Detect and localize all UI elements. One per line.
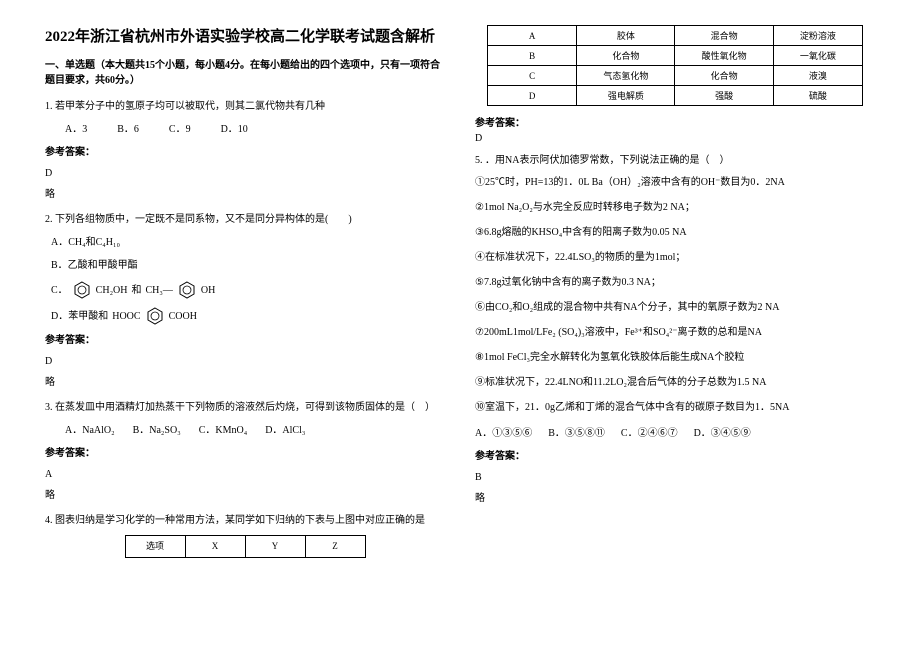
q5-options: A．①③⑤⑥ B．③⑤⑧⑪ C．②④⑥⑦ D．③④⑤⑨ [475, 425, 875, 442]
q2-answer: D [45, 353, 445, 370]
cell: 胶体 [577, 26, 675, 46]
question-3: 3. 在蒸发皿中用酒精灯加热蒸干下列物质的溶液然后灼烧，可得到该物质固体的是（ … [45, 399, 445, 504]
q4-h3: Y [245, 536, 305, 558]
table-row: B 化合物 酸性氧化物 一氧化碳 [488, 46, 863, 66]
q5-s7: ⑦200mL1mol/LFe₂ (SO₄)₃溶液中，Fe³⁺和SO₄²⁻离子数的… [475, 325, 875, 340]
cell: 化合物 [675, 66, 773, 86]
q3-opt-b: B．Na₂SO₃ [133, 422, 181, 439]
q1-note: 略 [45, 186, 445, 203]
right-column: A 胶体 混合物 淀粉溶液 B 化合物 酸性氧化物 一氧化碳 C 气态氢化物 化… [460, 25, 890, 626]
question-4: 4. 图表归纳是学习化学的一种常用方法，某同学如下归纳的下表与上图中对应正确的是… [45, 512, 445, 558]
q5-s3: ③6.8g熔融的KHSO₄中含有的阳离子数为0.05 NA [475, 225, 875, 240]
question-2: 2. 下列各组物质中，一定既不是同系物，又不是同分异构体的是( ) A．CH₄和… [45, 211, 445, 391]
q3-options: A．NaAlO₂ B．Na₂SO₃ C．KMnO₄ D．AlCl₃ [45, 422, 445, 439]
q4-h2: X [185, 536, 245, 558]
q1-opt-a: A．3 [65, 121, 87, 138]
cell: C [488, 66, 577, 86]
q2-c-prefix: C． [51, 282, 68, 299]
q3-answer-label: 参考答案： [45, 445, 445, 462]
cell: 一氧化碳 [773, 46, 862, 66]
q2-d-right: COOH [169, 308, 197, 325]
q1-text: 1. 若甲苯分子中的氢原子均可以被取代，则其二氯代物共有几种 [45, 98, 445, 115]
table-row: 选项 X Y Z [125, 536, 365, 558]
q5-note: 略 [475, 490, 875, 507]
cell: D [488, 86, 577, 106]
q5-opt-a: A．①③⑤⑥ [475, 425, 532, 442]
q2-note: 略 [45, 374, 445, 391]
q3-opt-d: D．AlCl₃ [265, 422, 305, 439]
benzene-icon [145, 306, 165, 326]
q4-answer-label: 参考答案： [475, 114, 875, 129]
benzene-icon [177, 280, 197, 300]
q1-answer: D [45, 165, 445, 182]
q1-options: A．3 B．6 C．9 D．10 [45, 121, 445, 138]
q1-opt-b: B．6 [117, 121, 139, 138]
q2-opt-d: D．苯甲酸和 HOOC COOH [45, 306, 445, 326]
q5-s10: ⑩室温下，21．0g乙烯和丁烯的混合气体中含有的碳原子数目为1．5NA [475, 400, 875, 415]
q1-answer-label: 参考答案： [45, 144, 445, 161]
q4-text: 4. 图表归纳是学习化学的一种常用方法，某同学如下归纳的下表与上图中对应正确的是 [45, 512, 445, 529]
q2-answer-label: 参考答案： [45, 332, 445, 349]
q2-d-left: HOOC [112, 308, 140, 325]
cell: 液溴 [773, 66, 862, 86]
cell: 化合物 [577, 46, 675, 66]
cell: 强酸 [675, 86, 773, 106]
table-row: D 强电解质 强酸 硫酸 [488, 86, 863, 106]
q1-opt-c: C．9 [169, 121, 191, 138]
q2-c-sub-right: OH [201, 282, 215, 299]
doc-title: 2022年浙江省杭州市外语实验学校高二化学联考试题含解析 [45, 25, 445, 46]
q5-s1: ①25℃时，PH=13的1．0L Ba（OH）₂溶液中含有的OH⁻数目为0．2N… [475, 175, 875, 190]
q5-s9: ⑨标准状况下，22.4LNO和11.2LO₂混合后气体的分子总数为1.5 NA [475, 375, 875, 390]
question-5: 5. ．用NA表示阿伏加德罗常数，下列说法正确的是（ ） ①25℃时，PH=13… [475, 152, 875, 507]
q5-answer-label: 参考答案： [475, 448, 875, 465]
q3-opt-a: A．NaAlO₂ [65, 422, 115, 439]
cell: 强电解质 [577, 86, 675, 106]
cell: 硫酸 [773, 86, 862, 106]
q3-answer: A [45, 466, 445, 483]
q3-opt-c: C．KMnO₄ [199, 422, 248, 439]
q4-h4: Z [305, 536, 365, 558]
q2-opt-b: B．乙酸和甲酸甲酯 [45, 257, 445, 274]
cell: A [488, 26, 577, 46]
q2-opt-c: C． CH₂OH 和 CH₂OH CH₃— OH [45, 280, 445, 300]
q2-text: 2. 下列各组物质中，一定既不是同系物，又不是同分异构体的是( ) [45, 211, 445, 228]
q2-opt-a: A．CH₄和C₄H₁₀ [45, 234, 445, 251]
section-1-heading: 一、单选题（本大题共15个小题，每小题4分。在每小题给出的四个选项中，只有一项符… [45, 58, 445, 88]
cell: 酸性氧化物 [675, 46, 773, 66]
q2-c-sub-left: CH₂OH [96, 282, 128, 299]
q5-s8: ⑧1mol FeCl₃完全水解转化为氢氧化铁胶体后能生成NA个胶粒 [475, 350, 875, 365]
q2-d-prefix: D．苯甲酸和 [51, 308, 108, 325]
q5-text: 5. ．用NA表示阿伏加德罗常数，下列说法正确的是（ ） [475, 152, 875, 169]
q5-s6: ⑥由CO₂和O₂组成的混合物中共有NA个分子，其中的氧原子数为2 NA [475, 300, 875, 315]
q4-table-body: A 胶体 混合物 淀粉溶液 B 化合物 酸性氧化物 一氧化碳 C 气态氢化物 化… [487, 25, 863, 106]
q4-answer: D [475, 133, 875, 144]
q1-opt-d: D．10 [221, 121, 248, 138]
q5-s2: ②1mol Na₂O₂与水完全反应时转移电子数为2 NA； [475, 200, 875, 215]
q3-text: 3. 在蒸发皿中用酒精灯加热蒸干下列物质的溶液然后灼烧，可得到该物质固体的是（ … [45, 399, 445, 416]
q4-table-header: 选项 X Y Z [125, 535, 366, 558]
q5-s4: ④在标准状况下，22.4LSO₃的物质的量为1mol； [475, 250, 875, 265]
benzene-icon [72, 280, 92, 300]
q5-opt-d: D．③④⑤⑨ [694, 425, 751, 442]
q4-h1: 选项 [125, 536, 185, 558]
q2-c-mid: 和 [132, 282, 142, 299]
cell: 混合物 [675, 26, 773, 46]
q5-opt-b: B．③⑤⑧⑪ [548, 425, 605, 442]
q5-opt-c: C．②④⑥⑦ [621, 425, 678, 442]
question-1: 1. 若甲苯分子中的氢原子均可以被取代，则其二氯代物共有几种 A．3 B．6 C… [45, 98, 445, 203]
q5-answer: B [475, 469, 875, 486]
table-row: C 气态氢化物 化合物 液溴 [488, 66, 863, 86]
cell: 气态氢化物 [577, 66, 675, 86]
cell: B [488, 46, 577, 66]
left-column: 2022年浙江省杭州市外语实验学校高二化学联考试题含解析 一、单选题（本大题共1… [30, 25, 460, 626]
q2-c-sub-right-label: CH₃— [146, 282, 173, 299]
table-row: A 胶体 混合物 淀粉溶液 [488, 26, 863, 46]
q3-note: 略 [45, 487, 445, 504]
cell: 淀粉溶液 [773, 26, 862, 46]
q5-s5: ⑤7.8g过氧化钠中含有的离子数为0.3 NA； [475, 275, 875, 290]
